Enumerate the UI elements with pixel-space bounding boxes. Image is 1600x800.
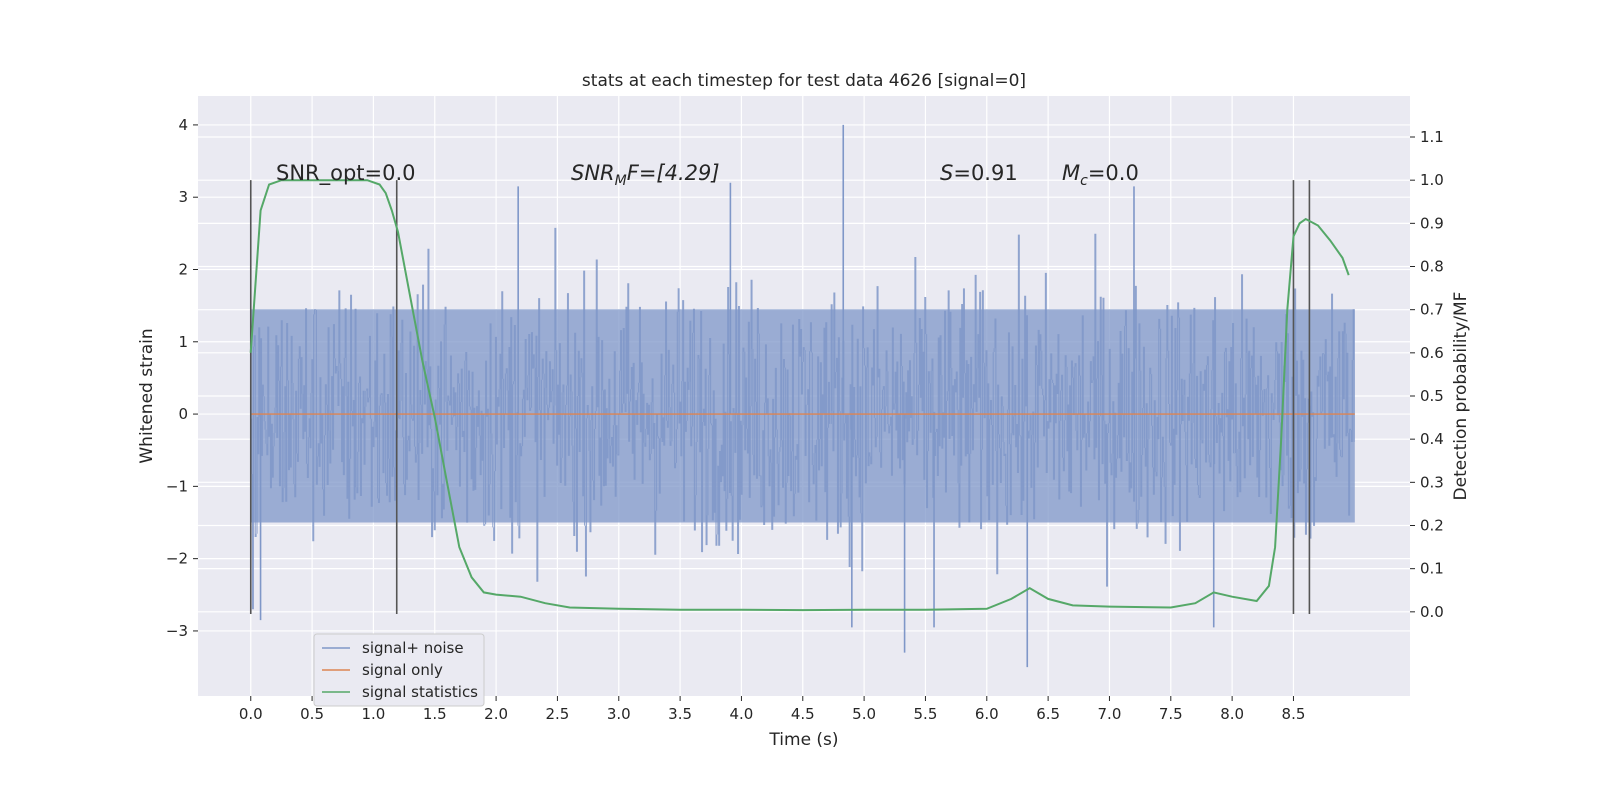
x-tick-label: 2.0 xyxy=(484,705,508,723)
x-tick-label: 4.5 xyxy=(791,705,815,723)
y-axis-label-left: Whitened strain xyxy=(137,328,157,463)
x-tick-label: 1.5 xyxy=(423,705,447,723)
x-tick-label: 7.5 xyxy=(1159,705,1183,723)
annotation-snr-mf: SNRMF=[4.29] xyxy=(571,161,720,189)
y-left-tick-label: −2 xyxy=(166,550,188,568)
y-right-tick-label: 0.2 xyxy=(1420,516,1444,534)
y-right-tick-label: 0.1 xyxy=(1420,560,1444,578)
y-right-tick-label: 0.6 xyxy=(1420,344,1444,362)
y-right-tick-label: 0.3 xyxy=(1420,473,1444,491)
mc-subscript: c xyxy=(1080,173,1088,189)
x-axis-label: Time (s) xyxy=(768,730,838,750)
x-tick-label: 8.0 xyxy=(1220,705,1244,723)
legend-label-noise: signal+ noise xyxy=(362,639,464,657)
x-tick-label: 5.5 xyxy=(914,705,938,723)
legend-label-stats: signal statistics xyxy=(362,683,478,701)
legend-box xyxy=(313,633,485,707)
legend-label-signal: signal only xyxy=(362,661,443,679)
x-tick-label: 6.0 xyxy=(975,705,999,723)
y-right-tick-label: 0.9 xyxy=(1420,214,1444,232)
y-axis-label-right: Detection probability/MF xyxy=(1451,292,1471,501)
snr-mf-f: F=[4.29] xyxy=(627,161,720,185)
snr-mf-base: SNR xyxy=(571,161,615,185)
y-left-tick-label: 2 xyxy=(178,260,188,278)
chart-title: stats at each timestep for test data 462… xyxy=(582,71,1026,91)
x-tick-label: 4.0 xyxy=(730,705,754,723)
x-tick-label: 6.5 xyxy=(1036,705,1060,723)
statistics-line xyxy=(249,179,1350,612)
y-right-tick-label: 0.8 xyxy=(1420,258,1444,276)
mc-symbol: M xyxy=(1062,161,1080,185)
y-right-tick-label: 0.7 xyxy=(1420,301,1444,319)
y-left-tick-label: 0 xyxy=(178,405,188,423)
x-tick-label: 3.0 xyxy=(607,705,631,723)
annotation-s: S=0.91 xyxy=(940,161,1018,185)
s-symbol: S xyxy=(940,161,953,185)
vertical-markers xyxy=(249,180,1311,614)
x-tick-label: 0.5 xyxy=(300,705,324,723)
s-value: =0.91 xyxy=(953,161,1017,185)
x-tick-label: 0.0 xyxy=(239,705,263,723)
x-tick-label: 2.5 xyxy=(545,705,569,723)
snr-mf-subscript: M xyxy=(615,173,627,189)
statistics-series xyxy=(249,179,1350,612)
y-left-tick-label: −1 xyxy=(166,477,188,495)
legend: signal+ noise signal only signal statist… xyxy=(313,633,485,707)
axis-ticks: 0.0 0.5 1.0 1.5 2.0 2.5 3.0 3.5 4.0 4.5 5.0 5.5 6.0 6… xyxy=(166,116,1444,723)
mc-value: =0.0 xyxy=(1088,161,1139,185)
y-left-tick-label: 3 xyxy=(178,188,188,206)
y-right-tick-label: 0.4 xyxy=(1420,430,1444,448)
annotation-mc: Mc=0.0 xyxy=(1062,161,1139,189)
y-right-tick-label: 0.0 xyxy=(1420,603,1444,621)
x-tick-label: 8.5 xyxy=(1282,705,1306,723)
y-right-tick-label: 1.0 xyxy=(1420,171,1444,189)
y-right-tick-label: 0.5 xyxy=(1420,387,1444,405)
x-tick-label: 1.0 xyxy=(361,705,385,723)
y-right-tick-label: 1.1 xyxy=(1420,128,1444,146)
x-tick-label: 3.5 xyxy=(668,705,692,723)
annotation-snr-opt: SNR_opt=0.0 xyxy=(276,161,416,186)
y-left-tick-label: 1 xyxy=(178,333,188,351)
x-tick-label: 5.0 xyxy=(852,705,876,723)
y-left-tick-label: 4 xyxy=(178,116,188,134)
x-tick-label: 7.0 xyxy=(1098,705,1122,723)
y-left-tick-label: −3 xyxy=(166,622,188,640)
